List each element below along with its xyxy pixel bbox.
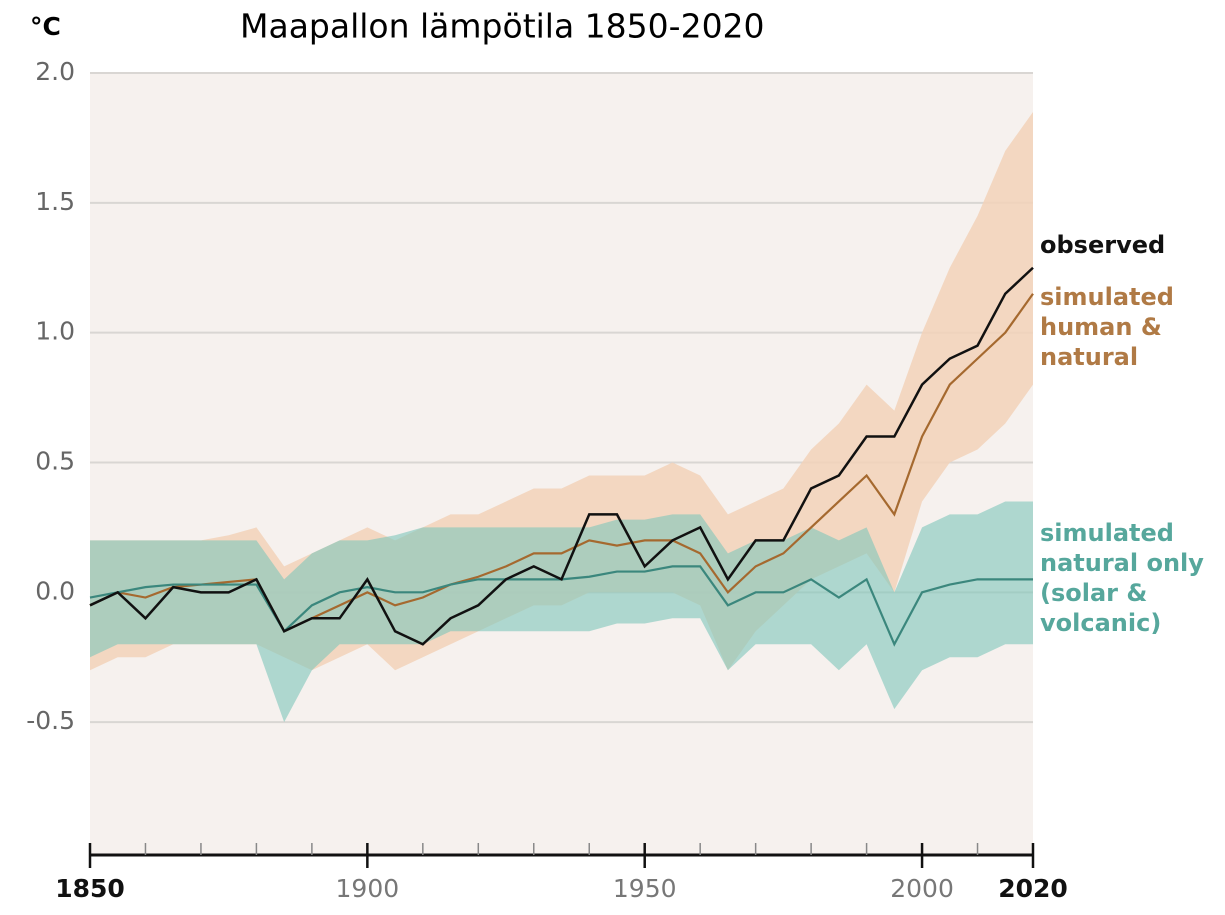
x-tick-label: 2020 bbox=[998, 874, 1068, 903]
uncertainty-band bbox=[90, 111, 1033, 671]
y-tick-label: 1.0 bbox=[35, 317, 75, 346]
chart-title: Maapallon lämpötila 1850-2020 bbox=[240, 7, 765, 46]
y-tick-label: -0.5 bbox=[26, 706, 75, 735]
x-tick-label: 1950 bbox=[613, 874, 677, 903]
legend-label: observed bbox=[1040, 231, 1166, 259]
y-tick-label: 0.5 bbox=[35, 447, 75, 476]
y-tick-label: 1.5 bbox=[35, 187, 75, 216]
x-tick-label: 2000 bbox=[890, 874, 954, 903]
series-line bbox=[89, 293, 1034, 633]
y-tick-label: 2.0 bbox=[35, 57, 75, 86]
y-axis-label: °C bbox=[30, 12, 61, 41]
y-tick-label: 0.0 bbox=[35, 576, 75, 605]
x-tick-label: 1900 bbox=[336, 874, 400, 903]
legend-label: simulated human & natural bbox=[1040, 283, 1174, 371]
x-tick-label: 1850 bbox=[55, 874, 125, 903]
uncertainty-band bbox=[90, 501, 1033, 723]
series-line bbox=[89, 266, 1034, 646]
legend-label: simulated natural only (solar & volcanic… bbox=[1040, 519, 1204, 637]
